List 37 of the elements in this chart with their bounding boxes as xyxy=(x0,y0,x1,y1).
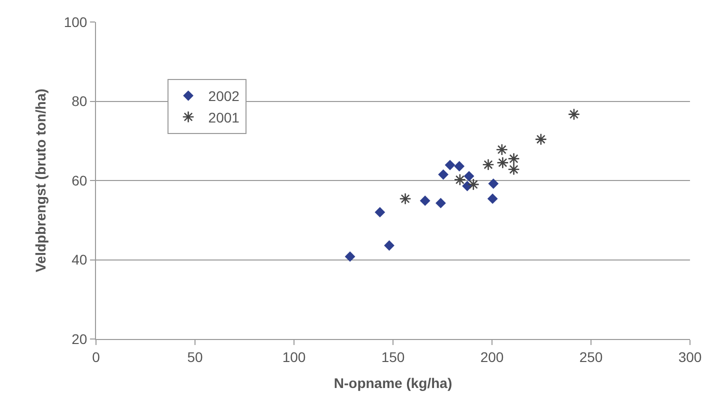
point xyxy=(436,198,446,208)
x-tick-label: 200 xyxy=(480,348,504,365)
legend-label: 2002 xyxy=(208,88,240,104)
point xyxy=(482,158,494,171)
x-tick-label: 50 xyxy=(187,348,203,365)
point xyxy=(438,169,448,180)
point xyxy=(444,160,456,170)
y-tick-label: 20 xyxy=(72,330,88,347)
point xyxy=(420,196,430,206)
point xyxy=(399,192,412,205)
x-tick-label: 0 xyxy=(92,348,100,365)
point xyxy=(568,108,580,120)
y-axis-title: Veldpbrengst (bruto ton/ha) xyxy=(32,88,48,272)
legend-label: 2001 xyxy=(208,109,240,126)
x-axis-title: N-opname (kg/ha) xyxy=(334,375,452,392)
x-tick-label: 150 xyxy=(381,348,405,365)
y-tick-label: 80 xyxy=(72,93,88,110)
point xyxy=(454,174,466,186)
point xyxy=(487,194,498,204)
x-tick-label: 250 xyxy=(579,348,603,365)
point xyxy=(508,163,520,176)
y-tick-label: 100 xyxy=(64,14,88,30)
point xyxy=(488,178,499,189)
x-tick-label: 300 xyxy=(678,348,702,365)
y-tick-label: 40 xyxy=(72,252,88,268)
point xyxy=(454,161,465,172)
point xyxy=(344,251,356,262)
point xyxy=(496,156,509,169)
point xyxy=(374,207,386,218)
point xyxy=(508,152,520,165)
point xyxy=(534,133,547,146)
point xyxy=(384,240,394,251)
y-tick-label: 60 xyxy=(72,172,88,188)
point xyxy=(496,144,508,156)
point xyxy=(467,178,480,191)
point xyxy=(464,170,474,182)
x-tick-label: 100 xyxy=(282,348,306,365)
